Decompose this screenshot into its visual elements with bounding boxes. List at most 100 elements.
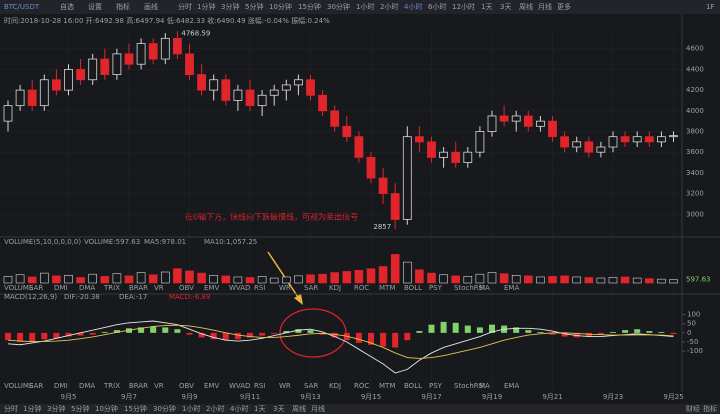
- tool-button[interactable]: 设置: [88, 2, 102, 11]
- period-tab[interactable]: 12小时: [452, 2, 475, 11]
- volume-legend: MA5:978.01: [144, 238, 186, 246]
- candle-body: [88, 58, 98, 81]
- footer-period[interactable]: 15分钟: [124, 404, 147, 413]
- indicator-tab[interactable]: ROC: [354, 382, 369, 390]
- tool-button[interactable]: 指标: [116, 2, 130, 11]
- footer-period[interactable]: 分时: [4, 404, 18, 413]
- footer-period[interactable]: 2小时: [206, 404, 224, 413]
- period-tab[interactable]: 3天: [500, 3, 511, 11]
- indicator-tab[interactable]: VR: [154, 382, 164, 390]
- indicator-tab[interactable]: MA: [479, 382, 490, 390]
- volume-bar: [451, 275, 461, 284]
- footer-period[interactable]: 1分钟: [23, 404, 41, 413]
- candle-body: [669, 135, 678, 138]
- footer-period[interactable]: 3天: [273, 405, 284, 413]
- footer-period[interactable]: 周线: [292, 404, 306, 413]
- volume-bar: [233, 276, 243, 284]
- period-tab[interactable]: 30分钟: [327, 2, 350, 11]
- period-tab[interactable]: 3分钟: [221, 2, 239, 11]
- indicator-tab[interactable]: DMI: [54, 284, 68, 292]
- indicator-tab[interactable]: RSI: [254, 284, 265, 292]
- candle-body: [402, 136, 412, 220]
- footer-link[interactable]: 指标: [703, 404, 717, 413]
- period-tab[interactable]: 1分钟: [197, 2, 215, 11]
- indicator-tab[interactable]: TRIX: [103, 284, 120, 292]
- period-tab[interactable]: 分时: [178, 2, 192, 11]
- y-tick-label: 3000: [686, 210, 704, 218]
- period-tab[interactable]: 15分钟: [298, 2, 321, 11]
- indicator-tab[interactable]: WR: [279, 382, 291, 390]
- period-tab[interactable]: 更多: [557, 2, 571, 11]
- indicator-tab[interactable]: VOLUME: [4, 382, 33, 390]
- period-tab[interactable]: 5分钟: [245, 2, 263, 11]
- period-tab[interactable]: 1小时: [356, 2, 374, 11]
- annotation: 在0轴下方，快线向下跌破慢线，可视为卖出信号: [185, 212, 358, 222]
- period-tab[interactable]: 4小时: [404, 2, 422, 11]
- indicator-tab[interactable]: MA: [479, 284, 490, 292]
- footer-period[interactable]: 30分钟: [153, 404, 176, 413]
- indicator-tab[interactable]: EMV: [204, 382, 219, 390]
- tool-button[interactable]: 画线: [144, 2, 158, 11]
- tool-button[interactable]: 自选: [60, 2, 74, 11]
- indicator-tab[interactable]: BRAR: [129, 382, 148, 390]
- indicator-tab[interactable]: SAR: [29, 382, 43, 390]
- indicator-tab[interactable]: RSI: [254, 382, 265, 390]
- footer-period[interactable]: 1天: [254, 405, 265, 413]
- period-tab[interactable]: 月线: [538, 2, 552, 11]
- indicator-tab[interactable]: BOLL: [404, 382, 422, 390]
- corner[interactable]: 1F: [706, 3, 714, 11]
- indicator-tab[interactable]: DMA: [79, 284, 95, 292]
- footer-link[interactable]: 财经: [686, 404, 700, 413]
- indicator-tab[interactable]: WVAD: [229, 382, 250, 390]
- indicator-tab[interactable]: WR: [279, 284, 291, 292]
- candle-body: [475, 131, 485, 153]
- indicator-tab[interactable]: KDJ: [329, 284, 341, 292]
- indicator-tab[interactable]: WVAD: [229, 284, 250, 292]
- footer-period[interactable]: 4小时: [230, 404, 248, 413]
- indicator-tab[interactable]: SAR: [304, 284, 318, 292]
- indicator-tab[interactable]: SAR: [29, 284, 43, 292]
- x-tick-label: 9月25: [663, 393, 683, 401]
- candle-body: [209, 79, 219, 91]
- indicator-tab[interactable]: MTM: [379, 382, 395, 390]
- footer-period[interactable]: 5分钟: [71, 404, 89, 413]
- indicator-tab[interactable]: MTM: [379, 284, 395, 292]
- indicator-tab[interactable]: EMA: [504, 382, 519, 390]
- indicator-tab[interactable]: StochRSI: [454, 382, 485, 390]
- period-tab[interactable]: 6小时: [428, 2, 446, 11]
- indicator-tab[interactable]: KDJ: [329, 382, 341, 390]
- symbol[interactable]: BTC/USDT: [4, 3, 40, 11]
- x-tick-label: 9月7: [121, 393, 137, 401]
- candle-body: [390, 193, 400, 220]
- indicator-tab[interactable]: DMA: [79, 382, 95, 390]
- volume-bar: [257, 276, 267, 284]
- indicator-tab[interactable]: StochRSI: [454, 284, 485, 292]
- indicator-tab[interactable]: PSY: [429, 284, 443, 292]
- indicator-tab[interactable]: VR: [154, 284, 164, 292]
- period-tab[interactable]: 10分钟: [269, 2, 292, 11]
- period-tab[interactable]: 1天: [481, 3, 492, 11]
- indicator-tab[interactable]: BRAR: [129, 284, 148, 292]
- period-tab[interactable]: 周线: [519, 2, 533, 11]
- indicator-tab[interactable]: SAR: [304, 382, 318, 390]
- indicator-tab[interactable]: OBV: [179, 284, 194, 292]
- footer-period[interactable]: 月线: [311, 404, 325, 413]
- indicator-tab[interactable]: DMI: [54, 382, 68, 390]
- footer-period[interactable]: 3分钟: [47, 404, 65, 413]
- indicator-tab[interactable]: ROC: [354, 284, 369, 292]
- period-tab[interactable]: 2小时: [380, 2, 398, 11]
- indicator-tab[interactable]: OBV: [179, 382, 194, 390]
- indicator-tab[interactable]: TRIX: [103, 382, 120, 390]
- footer-period[interactable]: 1小时: [182, 404, 200, 413]
- arrow-head: [294, 294, 303, 305]
- indicator-tab[interactable]: EMA: [504, 284, 519, 292]
- indicator-tab[interactable]: EMV: [204, 284, 219, 292]
- indicator-tab[interactable]: BOLL: [404, 284, 422, 292]
- indicator-tab[interactable]: VOLUME: [4, 284, 33, 292]
- candle-body: [463, 151, 473, 163]
- footer-period[interactable]: 10分钟: [95, 404, 118, 413]
- candle-body: [342, 125, 352, 138]
- indicator-tab[interactable]: PSY: [429, 382, 443, 390]
